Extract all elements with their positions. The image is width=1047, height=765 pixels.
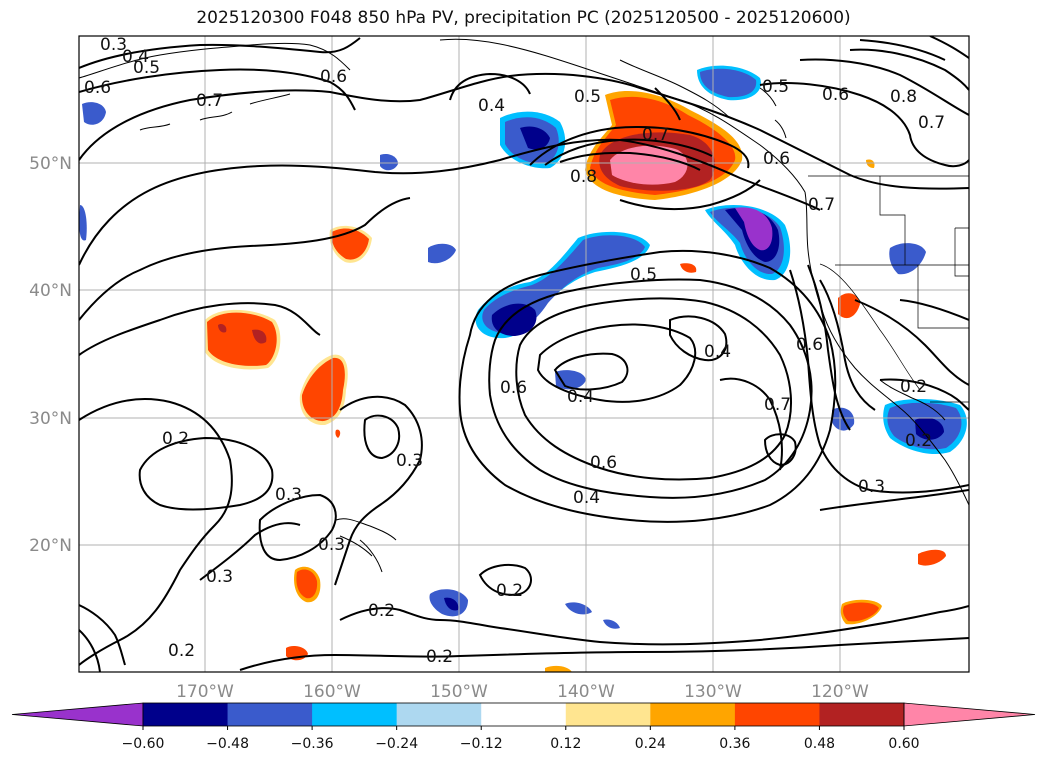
- colorbar-tick-label: 0.12: [550, 736, 581, 752]
- contour-label: 0.4: [122, 47, 149, 67]
- contour-label: 0.5: [574, 87, 601, 107]
- lat-label-40n: 40°N: [29, 281, 72, 301]
- contour-label: 0.2: [426, 647, 453, 667]
- contour-label: 0.4: [573, 488, 600, 508]
- contour-label: 0.2: [368, 601, 395, 621]
- colorbar-tick-label: 0.60: [888, 736, 919, 752]
- contour-label: 0.4: [478, 96, 505, 116]
- contour-label: 0.6: [822, 85, 849, 105]
- contour-label: 0.3: [396, 451, 423, 471]
- precipitation-shading: [79, 65, 967, 672]
- colorbar-segment: [734, 703, 820, 726]
- lat-label-20n: 20°N: [29, 536, 72, 556]
- colorbar-tick-label: 0.48: [804, 736, 835, 752]
- lon-label-140w: 140°W: [557, 682, 615, 702]
- map-title: 2025120300 F048 850 hPa PV, precipitatio…: [196, 8, 851, 28]
- colorbar-outline: [142, 702, 905, 727]
- latitude-labels: 50°N 40°N 30°N 20°N: [29, 154, 72, 556]
- lat-label-50n: 50°N: [29, 154, 72, 174]
- contour-label: 0.2: [905, 431, 932, 451]
- contour-label: 0.4: [567, 387, 594, 407]
- contour-label: 0.3: [858, 477, 885, 497]
- colorbar: −0.60 −0.48 −0.36 −0.24 −0.12 0.12 0.24 0.36 0.4…: [11, 702, 1036, 752]
- lon-label-150w: 150°W: [430, 682, 488, 702]
- colorbar-segment: [143, 703, 229, 726]
- colorbar-segment: [396, 703, 482, 726]
- colorbar-tick-label: −0.60: [122, 736, 165, 752]
- contour-label: 0.5: [762, 77, 789, 97]
- contour-label: 0.7: [808, 195, 835, 215]
- contour-label: 0.6: [320, 67, 347, 87]
- contour-label: 0.6: [500, 378, 527, 398]
- lat-label-30n: 30°N: [29, 409, 72, 429]
- contour-label: 0.3: [275, 485, 302, 505]
- contour-label: 0.3: [100, 35, 127, 55]
- colorbar-tick-label: 0.36: [719, 736, 750, 752]
- contour-label: 0.3: [206, 567, 233, 587]
- contour-label: 0.6: [796, 335, 823, 355]
- longitude-labels: 170°W 160°W 150°W 140°W 130°W 120°W: [176, 682, 869, 702]
- contour-label: 0.7: [764, 395, 791, 415]
- lon-label-170w: 170°W: [176, 682, 234, 702]
- colorbar-tick-label: 0.24: [635, 736, 666, 752]
- contour-label: 0.2: [162, 429, 189, 449]
- contour-label: 0.7: [918, 113, 945, 133]
- contour-label: 0.8: [890, 87, 917, 107]
- contour-label: 0.6: [763, 149, 790, 169]
- contour-label: 0.4: [704, 342, 731, 362]
- colorbar-segment: [312, 703, 398, 726]
- pv-contours: [79, 36, 969, 672]
- contour-label: 0.5: [133, 58, 160, 78]
- contour-label: 0.8: [570, 167, 597, 187]
- lon-label-160w: 160°W: [303, 682, 361, 702]
- contour-label: 0.2: [900, 377, 927, 397]
- contour-label: 0.2: [496, 581, 523, 601]
- colorbar-segment: [819, 703, 905, 726]
- lon-label-130w: 130°W: [684, 682, 742, 702]
- lon-label-120w: 120°W: [811, 682, 869, 702]
- colorbar-segment: [650, 703, 736, 726]
- map-frame: [78, 35, 970, 673]
- contour-labels: 0.3 0.4 0.5 0.6 0.6 0.7 0.4 0.5 0.7 0.8 …: [84, 35, 945, 667]
- contour-label: 0.7: [642, 125, 669, 145]
- coastlines: [79, 38, 969, 573]
- contour-label: 0.7: [196, 91, 223, 111]
- contour-label: 0.2: [168, 641, 195, 661]
- colorbar-extend-max: [903, 702, 1036, 727]
- contour-label: 0.6: [590, 453, 617, 473]
- colorbar-extend-min: [11, 702, 144, 727]
- colorbar-tick-label: −0.36: [291, 736, 334, 752]
- contour-label: 0.5: [630, 265, 657, 285]
- contour-label: 0.3: [318, 535, 345, 555]
- graticule: [79, 36, 969, 672]
- contour-label: 0.6: [84, 78, 111, 98]
- colorbar-tick-label: −0.48: [206, 736, 249, 752]
- colorbar-tick-label: −0.12: [460, 736, 503, 752]
- colorbar-tick-label: −0.24: [375, 736, 418, 752]
- map-plot-area: 0.3 0.4 0.5 0.6 0.6 0.7 0.4 0.5 0.7 0.8 …: [79, 35, 969, 672]
- colorbar-segment: [481, 703, 567, 726]
- political-borders: [808, 175, 969, 403]
- colorbar-segment: [565, 703, 651, 726]
- colorbar-segment: [227, 703, 313, 726]
